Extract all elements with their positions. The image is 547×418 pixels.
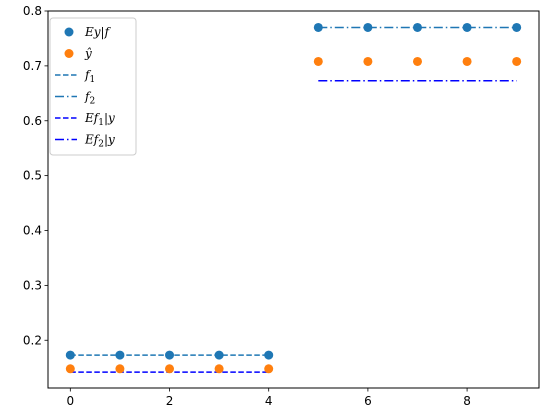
x-tick-label: 4	[265, 394, 273, 408]
data-point-ey_f	[412, 22, 422, 32]
data-point-y_hat	[462, 56, 472, 66]
data-point-ey_f	[264, 350, 274, 360]
legend-entry-ef1_y: Ef1|y	[55, 111, 115, 128]
data-point-ey_f	[462, 22, 472, 32]
axes-frame	[47, 10, 540, 389]
plot-area	[65, 22, 522, 374]
data-point-y_hat	[264, 364, 274, 374]
y-tick-label: 0.7	[23, 59, 42, 73]
data-point-y_hat	[313, 56, 323, 66]
data-point-y_hat	[115, 364, 125, 374]
legend-entry-ef2_y: Ef2|y	[55, 133, 115, 150]
data-point-y_hat	[363, 56, 373, 66]
data-point-ey_f	[363, 22, 373, 32]
x-tick-label: 8	[463, 394, 471, 408]
legend: Ey|f ŷ f1 f2 Ef1|y Ef2|y	[49, 17, 137, 156]
legend-entry-f2: f2	[55, 90, 95, 107]
legend-label: f1	[84, 68, 95, 85]
data-point-ey_f	[115, 350, 125, 360]
data-point-ey_f	[65, 350, 75, 360]
y-tick-label: 0.6	[23, 114, 42, 128]
data-point-ey_f	[313, 22, 323, 32]
x-tick-label: 2	[166, 394, 174, 408]
data-point-y_hat	[65, 364, 75, 374]
legend-label: f2	[84, 90, 95, 107]
legend-label: Ef2|y	[84, 133, 115, 150]
data-point-y_hat	[412, 56, 422, 66]
data-point-y_hat	[214, 364, 224, 374]
legend-label: Ey|f	[84, 25, 112, 39]
y-tick-label: 0.3	[23, 278, 42, 292]
data-point-ey_f	[214, 350, 224, 360]
legend-entry-ey_f: Ey|f	[64, 25, 112, 39]
data-point-y_hat	[512, 56, 522, 66]
y-tick-label: 0.8	[23, 4, 42, 18]
y-tick-label: 0.5	[23, 169, 42, 183]
y-tick-label: 0.4	[23, 224, 42, 238]
axis-ticks: 0 2 4 6 8 0.2 0.3 0.4 0.5 0.6 0.7 0.8	[23, 4, 471, 408]
legend-label: Ef1|y	[84, 111, 115, 128]
x-tick-label: 0	[66, 394, 74, 408]
x-tick-label: 6	[364, 394, 372, 408]
legend-entry-y_hat: ŷ	[64, 47, 92, 61]
legend-marker	[64, 49, 74, 58]
legend-marker	[64, 27, 74, 37]
y-tick-label: 0.2	[23, 333, 42, 347]
legend-entry-f1: f1	[55, 68, 95, 85]
data-point-y_hat	[165, 364, 175, 374]
legend-label: ŷ	[84, 47, 92, 61]
data-point-ey_f	[512, 22, 522, 32]
data-point-ey_f	[165, 350, 175, 360]
